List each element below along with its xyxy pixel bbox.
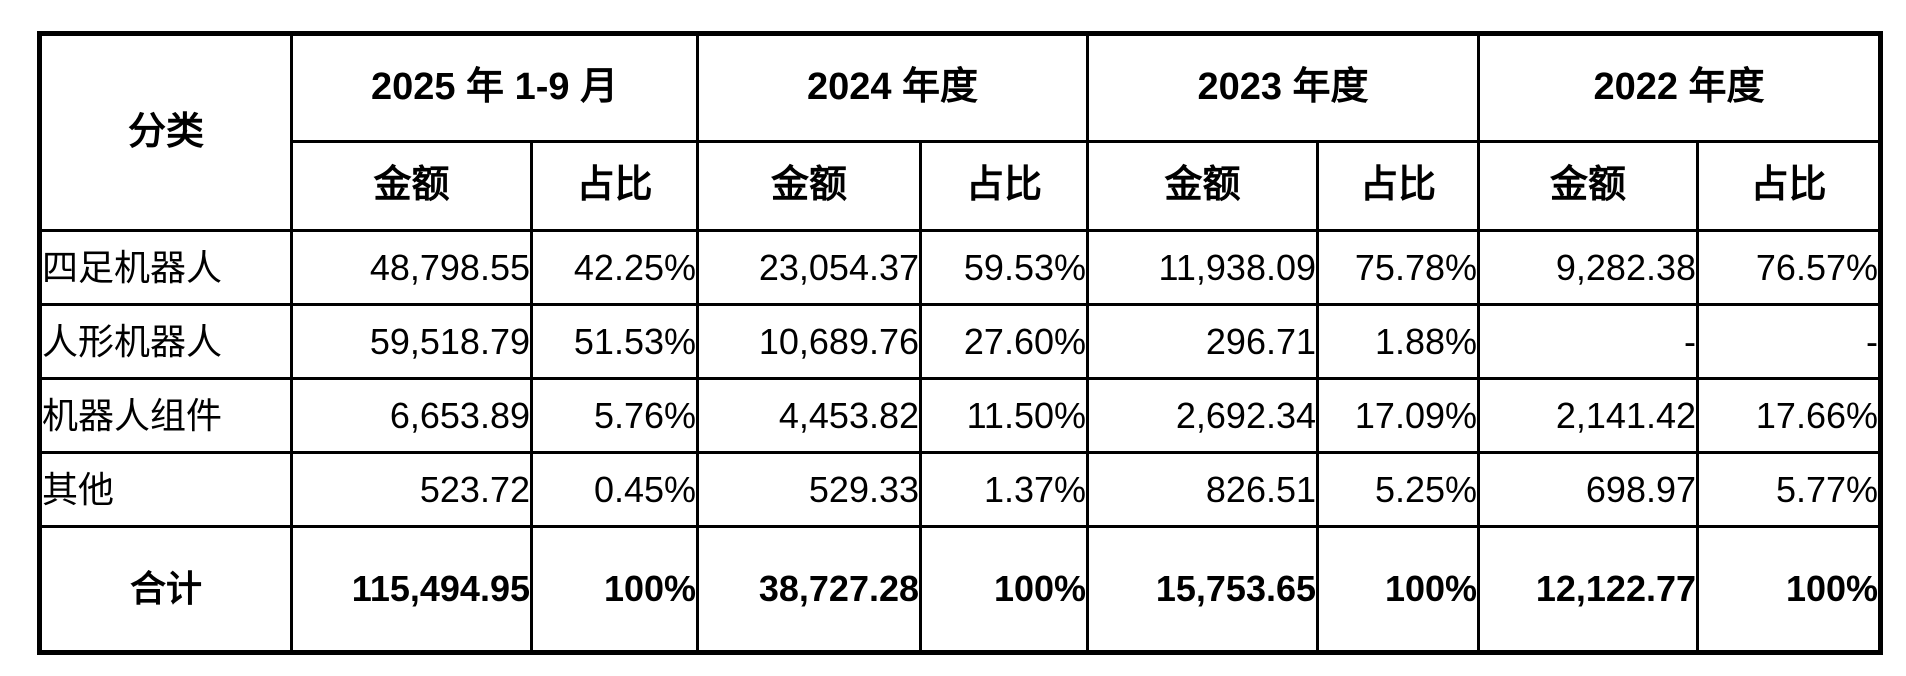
category-cell: 人形机器人 — [38, 303, 293, 380]
ratio-cell: 5.25% — [1316, 451, 1481, 528]
total-amount-cell: 15,753.65 — [1086, 525, 1320, 654]
ratio-cell: 5.77% — [1696, 451, 1883, 528]
ratio-cell: 11.50% — [919, 377, 1090, 454]
total-amount-cell: 12,122.77 — [1477, 525, 1700, 654]
amount-cell: 296.71 — [1086, 303, 1320, 380]
amount-cell: 48,798.55 — [290, 229, 533, 306]
header-ratio-2024: 占比 — [919, 140, 1090, 232]
amount-cell: 11,938.09 — [1086, 229, 1320, 306]
header-period-2025: 2025 年 1-9 月 — [289, 32, 700, 143]
header-amount-2024: 金额 — [696, 140, 923, 232]
ratio-cell: 5.76% — [529, 377, 700, 454]
ratio-cell: 17.66% — [1696, 377, 1883, 454]
table-row-robot-components: 机器人组件 6,653.89 5.76% 4,453.82 11.50% 2,6… — [38, 377, 1883, 454]
amount-cell: 2,141.42 — [1477, 377, 1700, 454]
header-period-2022: 2022 年度 — [1477, 32, 1883, 143]
ratio-cell: 76.57% — [1696, 229, 1883, 306]
header-period-2024: 2024 年度 — [696, 32, 1090, 143]
amount-cell: 698.97 — [1477, 451, 1700, 528]
amount-cell: 2,692.34 — [1086, 377, 1320, 454]
total-amount-cell: 38,727.28 — [696, 525, 923, 654]
table-row-quadruped-robot: 四足机器人 48,798.55 42.25% 23,054.37 59.53% … — [38, 229, 1883, 306]
ratio-cell: 75.78% — [1316, 229, 1481, 306]
amount-cell: 4,453.82 — [696, 377, 923, 454]
ratio-cell: 51.53% — [529, 303, 700, 380]
header-ratio-2022: 占比 — [1696, 140, 1883, 232]
ratio-cell: - — [1696, 303, 1883, 380]
amount-cell: 23,054.37 — [696, 229, 923, 306]
amount-cell: - — [1477, 303, 1700, 380]
amount-cell: 10,689.76 — [696, 303, 923, 380]
table-row-total: 合计 115,494.95 100% 38,727.28 100% 15,753… — [38, 525, 1883, 654]
total-amount-cell: 115,494.95 — [290, 525, 533, 654]
total-ratio-cell: 100% — [919, 525, 1090, 654]
ratio-cell: 0.45% — [529, 451, 700, 528]
header-period-2023: 2023 年度 — [1086, 32, 1481, 143]
table-row-other: 其他 523.72 0.45% 529.33 1.37% 826.51 5.25… — [38, 451, 1883, 528]
header-category: 分类 — [38, 32, 293, 232]
ratio-cell: 59.53% — [919, 229, 1090, 306]
total-ratio-cell: 100% — [529, 525, 700, 654]
table-row-humanoid-robot: 人形机器人 59,518.79 51.53% 10,689.76 27.60% … — [38, 303, 1883, 380]
amount-cell: 9,282.38 — [1477, 229, 1700, 306]
category-cell: 四足机器人 — [38, 229, 293, 306]
header-ratio-2023: 占比 — [1316, 140, 1481, 232]
amount-cell: 6,653.89 — [290, 377, 533, 454]
total-ratio-cell: 100% — [1696, 525, 1883, 654]
ratio-cell: 1.88% — [1316, 303, 1481, 380]
header-row-subcolumns: 金额 占比 金额 占比 金额 占比 金额 占比 — [40, 140, 1883, 232]
header-amount-2025: 金额 — [290, 140, 533, 232]
ratio-cell: 17.09% — [1316, 377, 1481, 454]
header-amount-2023: 金额 — [1086, 140, 1320, 232]
ratio-cell: 27.60% — [919, 303, 1090, 380]
header-ratio-2025: 占比 — [529, 140, 700, 232]
amount-cell: 523.72 — [290, 451, 533, 528]
amount-cell: 529.33 — [696, 451, 923, 528]
amount-cell: 826.51 — [1086, 451, 1320, 528]
total-label-cell: 合计 — [38, 525, 293, 654]
ratio-cell: 42.25% — [529, 229, 700, 306]
header-row-periods: 分类 2025 年 1-9 月 2024 年度 2023 年度 2022 年度 — [38, 32, 1883, 232]
ratio-cell: 1.37% — [919, 451, 1090, 528]
header-amount-2022: 金额 — [1477, 140, 1700, 232]
amount-cell: 59,518.79 — [290, 303, 533, 380]
category-cell: 其他 — [38, 451, 293, 528]
revenue-breakdown-table: 分类 2025 年 1-9 月 2024 年度 2023 年度 2022 年度 … — [37, 31, 1884, 655]
total-ratio-cell: 100% — [1316, 525, 1481, 654]
category-cell: 机器人组件 — [38, 377, 293, 454]
